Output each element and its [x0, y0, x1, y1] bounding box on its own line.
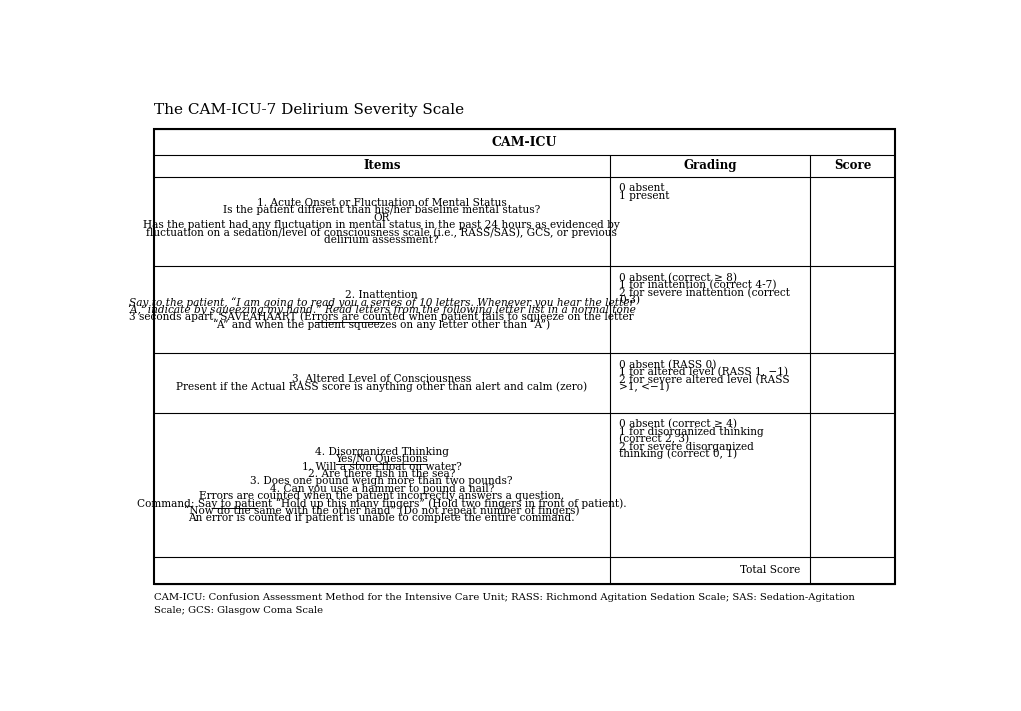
Text: 1 for disorganized thinking: 1 for disorganized thinking [619, 427, 764, 437]
Text: 0 absent (correct ≥ 8): 0 absent (correct ≥ 8) [619, 273, 737, 283]
Text: Grading: Grading [683, 159, 736, 173]
Text: Items: Items [363, 159, 400, 173]
Text: 1 for inattention (correct 4-7): 1 for inattention (correct 4-7) [619, 280, 777, 291]
Text: >1, <−1): >1, <−1) [619, 382, 670, 392]
Text: Command: Say to patient “Hold up this many fingers” (Hold two fingers in front o: Command: Say to patient “Hold up this ma… [137, 498, 627, 509]
Bar [154, 129, 895, 584]
Text: 4. Can you use a hammer to pound a nail?: 4. Can you use a hammer to pound a nail? [270, 483, 494, 493]
Text: Has the patient had any fluctuation in mental status in the past 24 hours as evi: Has the patient had any fluctuation in m… [143, 220, 620, 230]
Text: delirium assessment?: delirium assessment? [325, 235, 439, 245]
Text: 1 for altered level (RASS 1, −1): 1 for altered level (RASS 1, −1) [619, 367, 788, 378]
Text: Present if the Actual RASS score is anything other than alert and calm (zero): Present if the Actual RASS score is anyt… [177, 381, 587, 392]
Text: 2 for severe altered level (RASS: 2 for severe altered level (RASS [619, 375, 790, 385]
Text: Is the patient different than his/her baseline mental status?: Is the patient different than his/her ba… [224, 205, 540, 215]
Text: An error is counted if patient is unable to complete the entire command.: An error is counted if patient is unable… [189, 513, 575, 523]
Text: The CAM-ICU-7 Delirium Severity Scale: The CAM-ICU-7 Delirium Severity Scale [154, 103, 464, 117]
Text: 1. Acute Onset or Fluctuation of Mental Status: 1. Acute Onset or Fluctuation of Mental … [257, 198, 506, 208]
Text: “Now do the same with the other hand” (Do not repeat number of fingers): “Now do the same with the other hand” (D… [184, 506, 580, 516]
Text: 0 absent (correct ≥ 4): 0 absent (correct ≥ 4) [619, 419, 737, 429]
Text: 0 absent (RASS 0): 0 absent (RASS 0) [619, 360, 717, 370]
Text: 3 seconds apart. SAVEAHAART (Errors are counted when patient fails to squeeze on: 3 seconds apart. SAVEAHAART (Errors are … [130, 312, 634, 323]
Text: thinking (correct 0, 1): thinking (correct 0, 1) [619, 449, 737, 459]
Text: 1. Will a stone float on water?: 1. Will a stone float on water? [302, 461, 461, 471]
Text: Errors are counted when the patient incorrectly answers a question.: Errors are counted when the patient inco… [199, 491, 565, 501]
Text: 3. Does one pound weigh more than two pounds?: 3. Does one pound weigh more than two po… [250, 476, 513, 486]
Text: “A” and when the patient squeezes on any letter other than “A”): “A” and when the patient squeezes on any… [213, 319, 550, 330]
Text: Say to the patient, “I am going to read you a series of 10 letters. Whenever you: Say to the patient, “I am going to read … [129, 297, 634, 308]
Text: Yes/No Questions: Yes/No Questions [335, 454, 428, 464]
Text: Score: Score [834, 159, 871, 173]
Text: Total Score: Total Score [740, 565, 800, 575]
Text: 4. Disorganized Thinking: 4. Disorganized Thinking [314, 447, 448, 457]
Text: 3. Altered Level of Consciousness: 3. Altered Level of Consciousness [292, 374, 472, 384]
Text: 2. Inattention: 2. Inattention [345, 290, 418, 300]
Text: OR: OR [374, 213, 390, 223]
Text: CAM-ICU: CAM-ICU [492, 136, 557, 149]
Text: 0-3): 0-3) [619, 295, 640, 306]
Text: 2 for severe disorganized: 2 for severe disorganized [619, 442, 755, 451]
Text: 1 present: 1 present [619, 191, 670, 201]
Text: (correct 2, 3): (correct 2, 3) [619, 434, 689, 444]
Text: 2 for severe inattention (correct: 2 for severe inattention (correct [619, 288, 790, 298]
Text: CAM-ICU: Confusion Assessment Method for the Intensive Care Unit; RASS: Richmond: CAM-ICU: Confusion Assessment Method for… [154, 594, 855, 615]
Text: fluctuation on a sedation/level of consciousness scale (i.e., RASS/SAS), GCS, or: fluctuation on a sedation/level of consc… [146, 228, 617, 238]
Text: ‘A,’ indicate by squeezing my hand.” Read letters from the following letter list: ‘A,’ indicate by squeezing my hand.” Rea… [128, 304, 636, 315]
Text: 2. Are there fish in the sea?: 2. Are there fish in the sea? [308, 469, 455, 479]
Text: 0 absent: 0 absent [619, 183, 665, 193]
